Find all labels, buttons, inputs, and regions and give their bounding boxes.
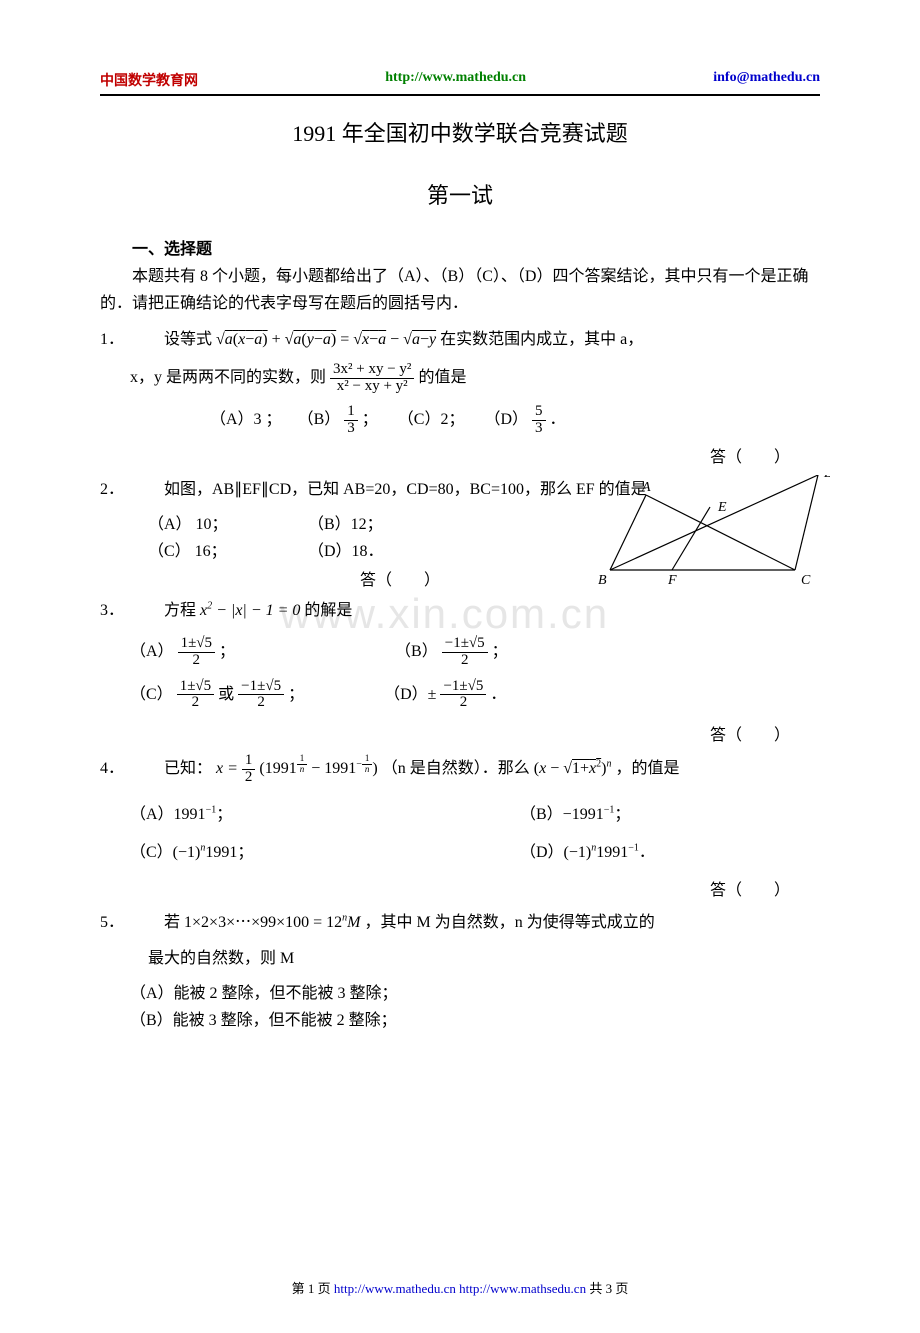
- q3-opt-b: （B） −1±√52 ；: [395, 636, 508, 669]
- q4-opts-row1: （A）1991−1； （B）−1991−1；: [130, 800, 820, 824]
- q1-frac-num: 3x² + xy − y²: [330, 362, 414, 379]
- q3-opt-a: （A） 1±√52 ；: [130, 636, 235, 669]
- page-title: 1991 年全国初中数学联合竞赛试题: [100, 116, 820, 148]
- q1-opt-b-pre: （B）: [298, 411, 341, 428]
- q1-line1-post: 在实数范围内成立，其中 a，: [440, 331, 643, 348]
- header-site-name: 中国数学教育网: [100, 70, 198, 90]
- q4-mid: （n 是自然数）．那么: [382, 760, 534, 777]
- q2-text: 如图，AB∥EF∥CD，已知 AB=20，CD=80，BC=100，那么 EF …: [164, 481, 647, 498]
- q4-expr: (x − √1+x2)n: [534, 760, 612, 777]
- header-url: http://www.mathedu.cn: [385, 70, 526, 90]
- q4-opt-b: （B）−1991−1；: [520, 800, 630, 824]
- svg-text:D: D: [823, 475, 830, 481]
- question-5: 5． 若 1×2×3×⋯×99×100 = 12nM ，其中 M 为自然数，n …: [100, 908, 820, 938]
- q1-opt-d-frac: 53: [532, 404, 546, 437]
- svg-text:E: E: [717, 500, 727, 515]
- question-1-line2: x，y 是两两不同的实数，则 3x² + xy − y² x² − xy + y…: [130, 362, 820, 395]
- q1-frac-den: x² − xy + y²: [330, 379, 414, 395]
- q2-opt-c: （C） 16；: [148, 538, 308, 565]
- q1-opt-d-post: ．: [550, 411, 566, 428]
- footer-url1: http://www.mathedu.cn: [334, 1281, 456, 1296]
- q4-paren: (19911n − 1991−1n): [259, 760, 377, 777]
- q4-opt-a: （A）1991−1；: [130, 800, 410, 824]
- page-footer: 第 1 页 http://www.mathedu.cn http://www.m…: [0, 1278, 920, 1297]
- q5-opt-b: （B）能被 3 整除，但不能被 2 整除；: [130, 1007, 820, 1034]
- svg-text:B: B: [598, 573, 607, 585]
- q5-pre: 若: [164, 914, 184, 931]
- q2-opt-b: （B）12；: [308, 516, 383, 533]
- q1-opt-b-post: ；: [362, 411, 378, 428]
- q5-opt-a: （A）能被 2 整除，但不能被 3 整除；: [130, 980, 820, 1007]
- footer-url2: http://www.mathsedu.cn: [459, 1281, 586, 1296]
- subtitle: 第一试: [100, 178, 820, 210]
- q1-answer-blank: 答（ ）: [100, 443, 820, 467]
- q3-eq: x2 − |x| − 1 = 0: [200, 602, 300, 619]
- q4-x: x =: [216, 760, 242, 777]
- q5-line2: 最大的自然数，则 M: [148, 944, 820, 974]
- q3-text-post: 的解是: [304, 602, 352, 619]
- q4-num: 4．: [100, 754, 160, 784]
- q4-opt-d: （D）(−1)n1991−1．: [520, 838, 655, 862]
- q5-post: ，其中 M 为自然数，n 为使得等式成立的: [365, 914, 655, 931]
- q2-opt-a: （A） 10；: [148, 511, 308, 538]
- q4-pre: 已知：: [164, 760, 212, 777]
- section-heading: 一、选择题: [100, 235, 820, 259]
- svg-text:A: A: [641, 480, 651, 495]
- q2-opt-d: （D）18．: [308, 543, 384, 560]
- q3-opt-d: （D）± −1±√52 ．: [384, 679, 506, 712]
- q3-num: 3．: [100, 596, 160, 626]
- footer-post: 共 3 页: [589, 1281, 628, 1296]
- question-1: 1． 设等式 √a(x−a) + √a(y−a) = √x−a − √a−y 在…: [100, 325, 820, 355]
- header-bar: 中国数学教育网 http://www.mathedu.cn info@mathe…: [100, 70, 820, 96]
- q1-eq: √a(x−a) + √a(y−a) = √x−a − √a−y: [216, 331, 436, 348]
- q3-text-pre: 方程: [164, 602, 200, 619]
- q5-math: 1×2×3×⋯×99×100 = 12nM: [184, 914, 360, 931]
- q3-opts-row1: （A） 1±√52 ； （B） −1±√52 ；: [130, 636, 820, 669]
- q5-num: 5．: [100, 908, 160, 938]
- q1-num: 1．: [100, 325, 160, 355]
- q3-opts-row2: （C） 1±√52 或 −1±√52 ； （D）± −1±√52 ．: [130, 679, 820, 712]
- header-email: info@mathedu.cn: [713, 70, 820, 90]
- question-3: 3． 方程 x2 − |x| − 1 = 0 的解是: [100, 596, 820, 626]
- intro-text: 本题共有 8 个小题，每小题都给出了（A）、（B）（C）、（D）四个答案结论，其…: [100, 263, 820, 317]
- q4-opt-c: （C）(−1)n1991；: [130, 838, 410, 862]
- svg-text:C: C: [801, 573, 811, 585]
- q3-answer-blank: 答（ ）: [100, 721, 820, 745]
- svg-text:F: F: [667, 573, 677, 585]
- q1-line2-pre: x，y 是两两不同的实数，则: [130, 369, 330, 386]
- q2-num: 2．: [100, 475, 160, 505]
- q3-opt-c: （C） 1±√52 或 −1±√52 ；: [130, 679, 304, 712]
- question-4: 4． 已知： x = 12 (19911n − 1991−1n) （n 是自然数…: [100, 753, 820, 786]
- q1-opt-b-frac: 13: [344, 404, 358, 437]
- footer-pre: 第 1 页: [292, 1281, 334, 1296]
- q2-diagram: A B C D E F: [590, 475, 830, 585]
- q4-opts-row2: （C）(−1)n1991； （D）(−1)n1991−1．: [130, 838, 820, 862]
- q4-post: ，的值是: [615, 760, 679, 777]
- q1-opt-a: （A）3 ；: [210, 411, 282, 428]
- q4-answer-blank: 答（ ）: [100, 876, 820, 900]
- q1-line1-pre: 设等式: [164, 331, 216, 348]
- q1-options: （A）3 ； （B） 13 ； （C）2； （D） 53 ．: [210, 404, 820, 437]
- q1-line2-post: 的值是: [418, 369, 466, 386]
- q1-opt-d-pre: （D）: [484, 411, 528, 428]
- q4-half: 12: [242, 753, 256, 786]
- q5-options: （A）能被 2 整除，但不能被 3 整除； （B）能被 3 整除，但不能被 2 …: [100, 980, 820, 1034]
- q1-opt-c: （C）2；: [398, 411, 465, 428]
- q1-frac: 3x² + xy − y² x² − xy + y²: [330, 362, 414, 395]
